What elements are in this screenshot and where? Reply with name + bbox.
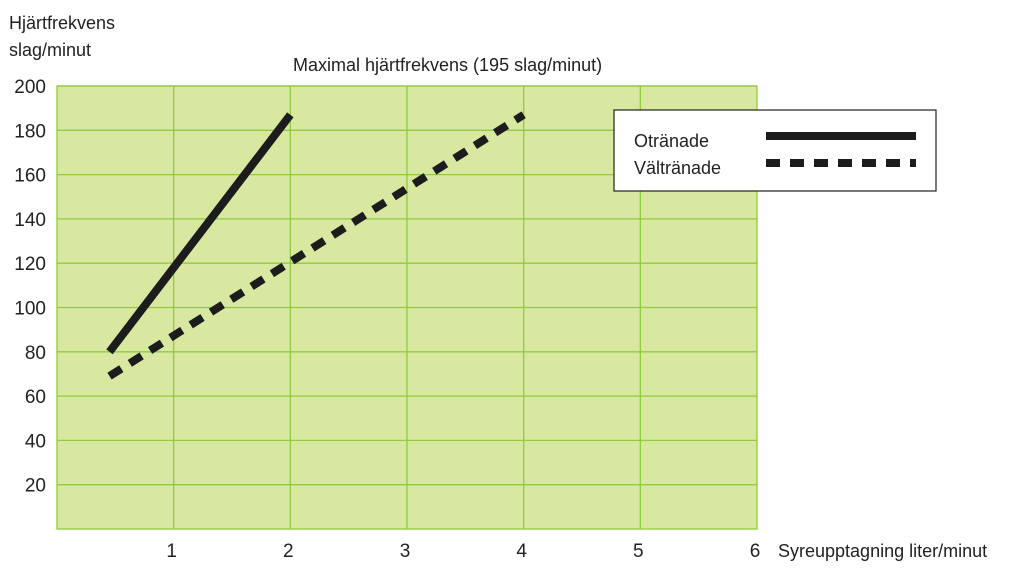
y-axis-label-line2: slag/minut: [9, 40, 91, 60]
y-tick-label: 80: [25, 343, 46, 364]
y-tick-label: 120: [14, 254, 46, 275]
x-tick-label: 3: [400, 541, 411, 562]
chart-title: Maximal hjärtfrekvens (195 slag/minut): [293, 55, 602, 75]
x-tick-label: 5: [633, 541, 644, 562]
y-tick-label: 60: [25, 387, 46, 408]
x-axis-label: Syreupptagning liter/minut: [778, 541, 987, 561]
y-axis-label-line1: Hjärtfrekvens: [9, 13, 115, 33]
y-tick-label: 40: [25, 431, 46, 452]
y-tick-label: 160: [14, 166, 46, 187]
legend: Otränade Vältränade: [613, 109, 937, 192]
x-tick-label: 6: [750, 541, 761, 562]
series-lines: [106, 111, 526, 380]
x-tick-label: 4: [516, 541, 527, 562]
y-tick-label: 140: [14, 210, 46, 231]
legend-label-valtranade: Vältränade: [634, 158, 721, 178]
y-tick-labels: 20 40 60 80 100 120 140 160 180 200: [14, 77, 46, 497]
y-tick-label: 20: [25, 476, 46, 497]
y-tick-label: 100: [14, 299, 46, 320]
legend-box: [613, 109, 937, 192]
plot-border: [56, 85, 758, 530]
grid-lines: [56, 85, 758, 530]
x-tick-label: 1: [166, 541, 177, 562]
y-tick-label: 180: [14, 121, 46, 142]
series-line-otranade: [106, 112, 294, 355]
x-tick-label: 2: [283, 541, 294, 562]
series-line-valtranade: [107, 111, 526, 380]
y-tick-label: 200: [14, 77, 46, 98]
legend-label-otranade: Otränade: [634, 131, 709, 151]
x-tick-labels: 1 2 3 4 5 6: [166, 541, 760, 562]
